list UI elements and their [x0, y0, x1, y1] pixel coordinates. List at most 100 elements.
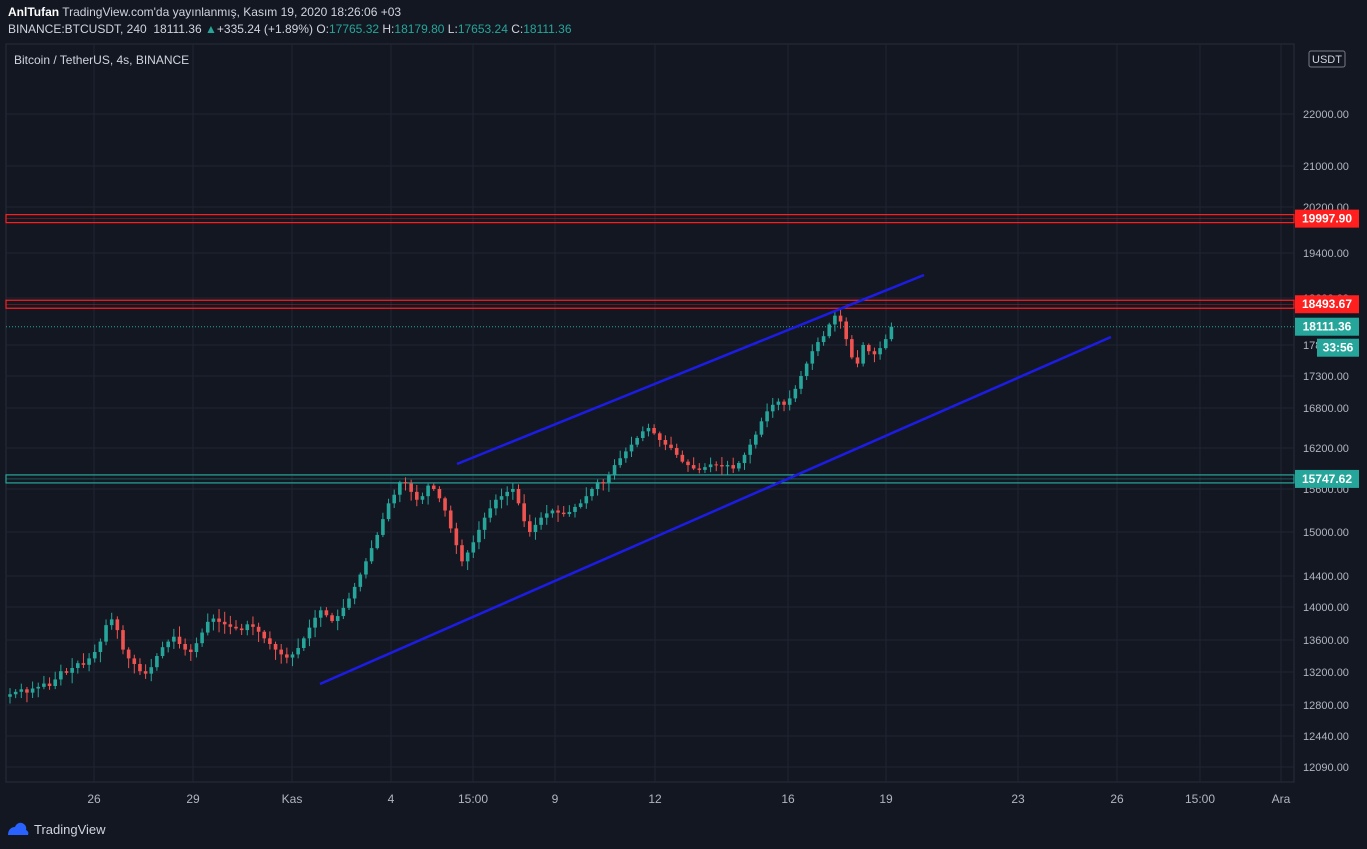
candle-body [833, 315, 837, 325]
currency-label: USDT [1312, 54, 1342, 66]
candle-body [844, 321, 848, 340]
x-tick-label: Kas [282, 792, 303, 806]
x-tick-label: 16 [781, 792, 795, 806]
candle-body [861, 345, 865, 364]
candle-body [228, 624, 233, 627]
tradingview-logo-icon [8, 822, 29, 835]
brand-name: TradingView [34, 821, 106, 837]
candle-body [838, 315, 843, 322]
candle-body [477, 529, 481, 543]
candle-body [25, 689, 29, 693]
candle-body [720, 465, 724, 467]
candle-body [81, 663, 86, 665]
candle-body [268, 638, 272, 644]
candle-body [889, 326, 894, 340]
change-text: +335.24 (+1.89%) [216, 22, 313, 36]
candle-body [567, 511, 572, 515]
candle-body [516, 489, 521, 504]
y-tick-label: 21000.00 [1303, 161, 1349, 173]
candle-body [302, 638, 306, 648]
publish-info: AnlTufan TradingView.com'da yayınlanmış,… [8, 5, 401, 19]
candle-body [115, 619, 120, 631]
candle-body [420, 496, 425, 500]
candle-body [641, 431, 645, 438]
candle-body [234, 626, 238, 629]
author-name: AnlTufan [8, 5, 60, 19]
candle-body [804, 363, 809, 376]
candle-body [595, 482, 600, 489]
candle-body [36, 686, 41, 689]
candle-body [867, 345, 871, 352]
level-price-badge: 15747.62 [1302, 472, 1352, 486]
candle-body [714, 464, 719, 466]
tradingview-brand[interactable]: TradingView [6, 821, 106, 837]
last-price-badge: 18111.36 [1303, 320, 1352, 334]
candle-body [573, 506, 577, 512]
candle-body [618, 458, 622, 466]
level-price-badge: 19997.90 [1302, 212, 1352, 226]
y-tick-label: 16200.00 [1303, 443, 1349, 455]
close-value: 18111.36 [523, 22, 572, 36]
candle-body [386, 503, 391, 520]
candle-body [522, 503, 526, 522]
candle-body [19, 689, 24, 692]
candle-body [398, 482, 402, 495]
candle-body [431, 485, 436, 489]
candle-body [850, 339, 854, 358]
candle-body [737, 463, 741, 469]
currency-badge[interactable]: USDT [1308, 50, 1346, 68]
candle-body [782, 401, 786, 405]
candle-body [205, 621, 210, 633]
candle-body [381, 519, 385, 535]
y-tick-label: 12800.00 [1303, 700, 1349, 712]
x-tick-label: Ara [1272, 792, 1291, 806]
candle-body [341, 607, 346, 617]
candle-body [827, 324, 832, 337]
level-price-badge-bg [1295, 469, 1359, 488]
candle-body [313, 617, 317, 628]
candle-body [443, 498, 447, 511]
x-tick-label: 15:00 [1185, 792, 1215, 806]
y-tick-label: 19400.00 [1303, 248, 1349, 260]
published-text: TradingView.com'da yayınlanmış, Kasım 19… [62, 5, 402, 19]
candle-body [335, 616, 340, 622]
candle-body [629, 444, 634, 452]
candle-body [691, 465, 696, 469]
candle-body [544, 513, 549, 518]
candle-body [324, 610, 329, 616]
candle-body [488, 508, 493, 518]
candle-body [770, 404, 775, 412]
candle-body [352, 586, 357, 599]
level-price-badge-bg [1295, 295, 1359, 314]
candle-body [347, 598, 351, 608]
y-tick-label: 14400.00 [1303, 571, 1349, 583]
candle-body [742, 454, 747, 464]
open-value: 17765.32 [328, 22, 380, 36]
last-price-text: 18111.36 [153, 22, 202, 36]
candle-body [358, 574, 363, 587]
candle-body [121, 630, 125, 650]
candle-body [138, 664, 142, 672]
high-label: H: [382, 22, 395, 36]
y-tick-label: 17300.00 [1303, 371, 1349, 383]
y-tick-label: 16800.00 [1303, 403, 1349, 415]
chart-title: Bitcoin / TetherUS, 4s, BINANCE [14, 53, 189, 67]
candle-body [13, 691, 18, 695]
candle-body [556, 510, 560, 513]
candle-body [415, 491, 419, 500]
x-tick-label: 15:00 [458, 792, 488, 806]
candle-body [511, 489, 515, 492]
candle-body [166, 641, 170, 648]
candle-body [748, 444, 752, 455]
candle-body [482, 517, 487, 530]
candle-body [437, 489, 442, 499]
close-label: C: [511, 22, 524, 36]
y-tick-label: 15000.00 [1303, 527, 1349, 539]
candle-body [143, 671, 148, 674]
candle-body [657, 433, 662, 440]
candle-body [307, 627, 312, 639]
candle-body [104, 625, 108, 642]
candle-body [669, 444, 673, 448]
candle-body [290, 654, 295, 658]
